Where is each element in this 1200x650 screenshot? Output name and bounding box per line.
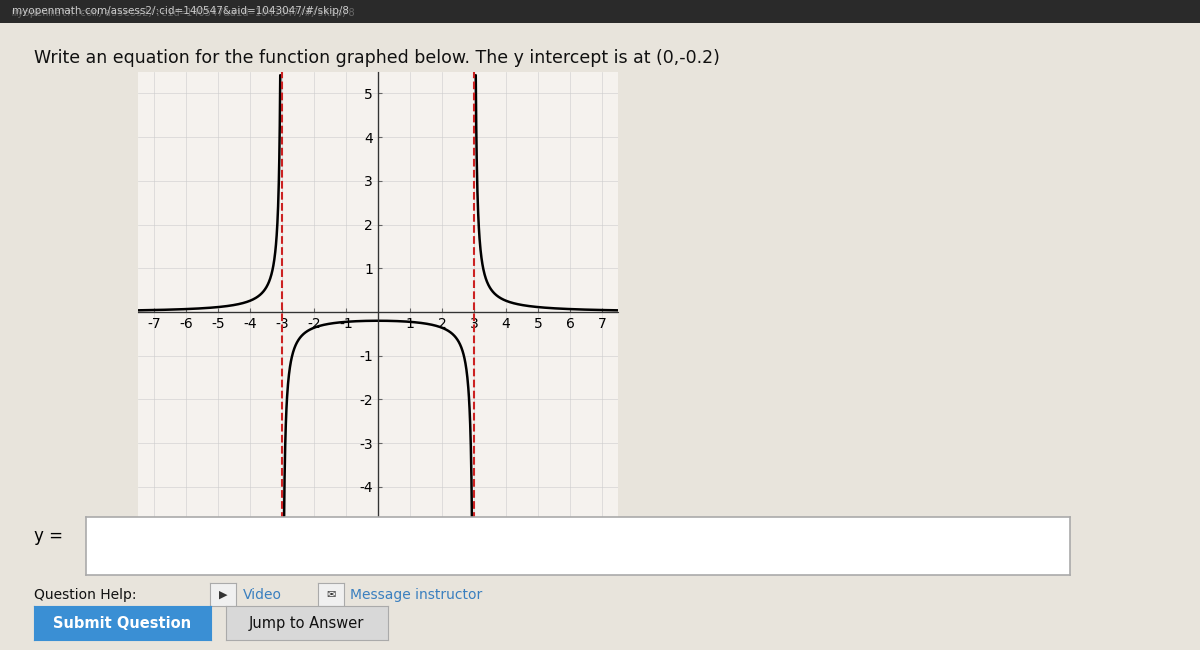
Text: Video: Video bbox=[242, 588, 281, 602]
Text: Question Help:: Question Help: bbox=[34, 588, 136, 602]
Text: Write an equation for the function graphed below. The y intercept is at (0,-0.2): Write an equation for the function graph… bbox=[34, 49, 720, 67]
Text: y =: y = bbox=[34, 527, 62, 545]
Text: ✉: ✉ bbox=[326, 590, 336, 600]
Text: Message instructor: Message instructor bbox=[350, 588, 482, 602]
Text: Jump to Answer: Jump to Answer bbox=[248, 616, 365, 631]
Text: ▶: ▶ bbox=[218, 590, 228, 600]
Text: myopenmath.com/assess2/:cid=140547&aid=1043047/#/skip/8: myopenmath.com/assess2/:cid=140547&aid=1… bbox=[12, 8, 355, 18]
Text: Submit Question: Submit Question bbox=[53, 616, 192, 631]
Text: myopenmath.com/assess2/:cid=140547&aid=1043047/#/skip/8: myopenmath.com/assess2/:cid=140547&aid=1… bbox=[12, 6, 349, 16]
